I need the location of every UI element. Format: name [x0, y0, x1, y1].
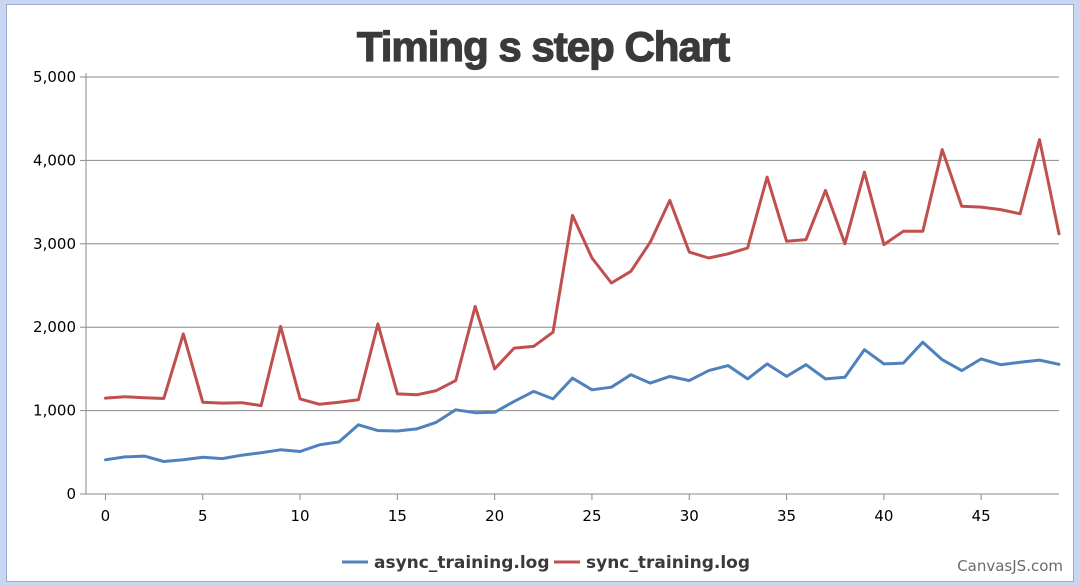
series-line-1 — [104, 138, 1061, 408]
x-tick-label: 5 — [198, 507, 208, 525]
line-chart: 0 1,000 2,000 3,000 4,000 5,000 0 5 10 15 20 25 30 35… — [33, 22, 1061, 573]
x-tick-label: 35 — [777, 507, 796, 525]
x-tick-label: 30 — [680, 507, 699, 525]
y-tick-label: 3,000 — [33, 235, 76, 253]
x-tick-label: 20 — [485, 507, 504, 525]
x-tick-label: 10 — [291, 507, 310, 525]
x-tick-label: 40 — [874, 507, 893, 525]
x-tick-label: 25 — [582, 507, 601, 525]
chart-frame: 0 1,000 2,000 3,000 4,000 5,000 0 5 10 15 20 25 30 35… — [6, 4, 1074, 582]
y-tick-label: 5,000 — [33, 68, 76, 86]
x-tick-label: 0 — [101, 507, 111, 525]
chart-title: Timing s step Chart — [357, 23, 730, 70]
legend-label-1: sync_training.log — [586, 553, 750, 573]
y-tick-label: 2,000 — [33, 318, 76, 336]
y-tick-label: 0 — [66, 485, 76, 503]
chart-credit: CanvasJS.com — [957, 557, 1063, 575]
legend-label-0: async_training.log — [374, 553, 550, 573]
x-tick-label: 15 — [388, 507, 407, 525]
x-tick-label: 45 — [972, 507, 991, 525]
series-line-0 — [104, 340, 1061, 463]
y-tick-label: 1,000 — [33, 402, 76, 420]
y-tick-label: 4,000 — [33, 151, 76, 169]
